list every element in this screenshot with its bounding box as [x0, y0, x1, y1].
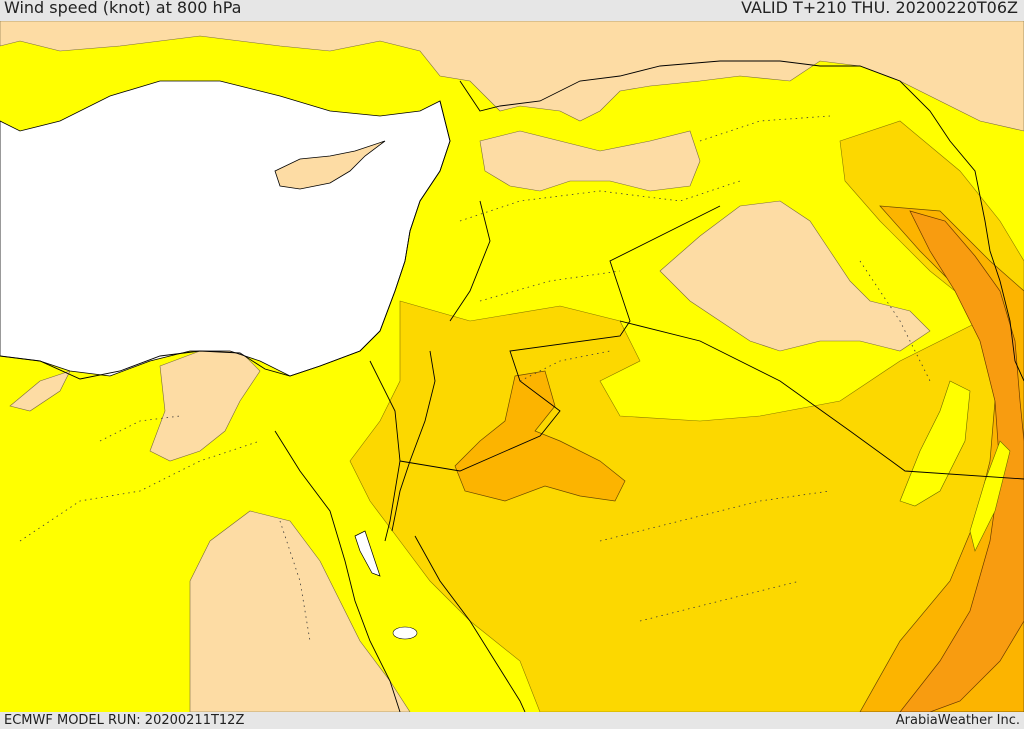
- low-wind-libya-coast: [9, 370, 71, 412]
- footer-bar: ECMWF MODEL RUN: 20200211T12Z ArabiaWeat…: [0, 712, 1024, 729]
- gulf-of-suez: [354, 530, 381, 577]
- low-wind-iraq: [659, 200, 931, 352]
- low-wind-syria: [479, 130, 701, 192]
- sinai-lake: [392, 626, 418, 640]
- cyprus: [274, 140, 386, 190]
- credit: ArabiaWeather Inc.: [895, 713, 1020, 728]
- wind-speed-map: [0, 21, 1024, 712]
- map-title: Wind speed (knot) at 800 hPa: [4, 0, 242, 17]
- valid-time: VALID T+210 THU. 20200220T06Z: [741, 0, 1018, 17]
- low-wind-egypt: [189, 510, 411, 712]
- header-bar: Wind speed (knot) at 800 hPa VALID T+210…: [0, 0, 1024, 21]
- isotach-dotted-lines: [19, 115, 931, 642]
- model-run: ECMWF MODEL RUN: 20200211T12Z: [4, 713, 245, 728]
- country-borders: [0, 60, 1024, 712]
- low-wind-turkey: [0, 21, 1024, 132]
- higher-wind-core: [899, 210, 1024, 712]
- lower-wind-strip: [899, 380, 971, 507]
- lower-wind-strip-2: [969, 440, 1011, 552]
